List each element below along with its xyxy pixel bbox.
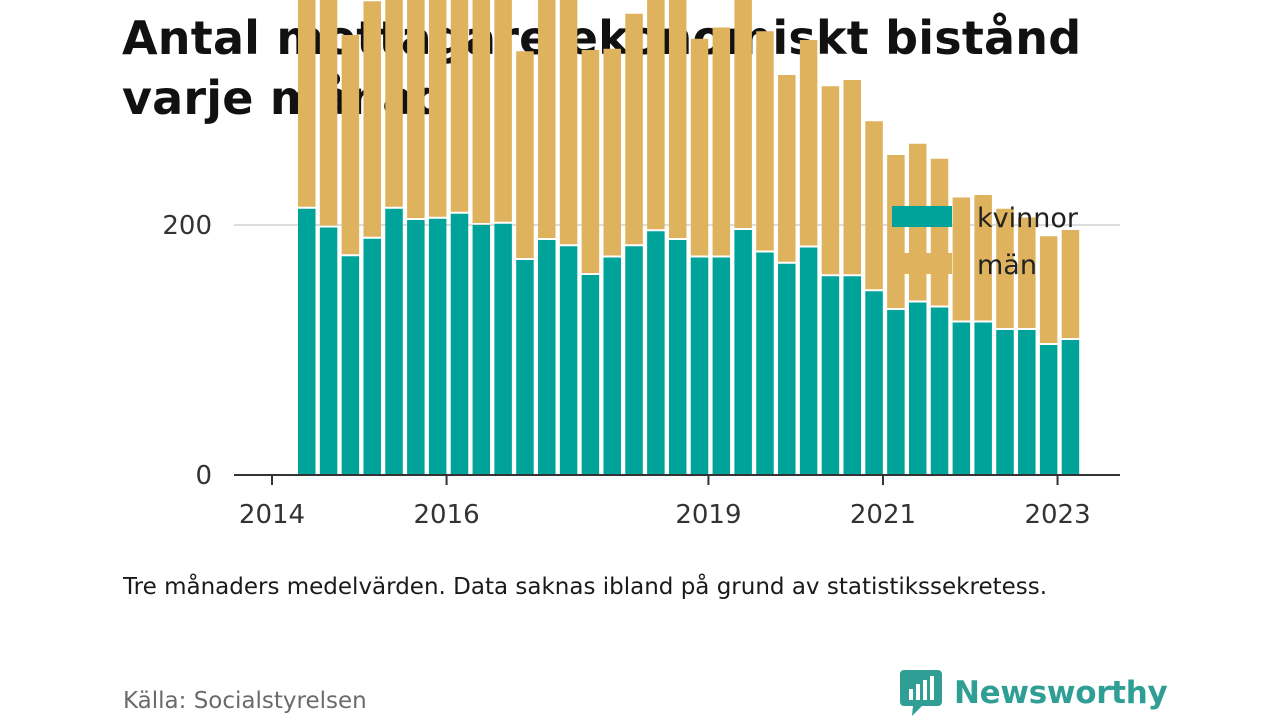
bar-kvinnor-2020-Q2: [821, 276, 840, 475]
bar-man-2022-Q1: [974, 195, 992, 321]
bar-kvinnor-2016-Q4: [516, 260, 534, 475]
bar-man-2017-Q3: [581, 50, 600, 273]
bar-kvinnor-2018-Q4: [690, 257, 709, 475]
bar-kvinnor-2018-Q2: [647, 231, 665, 475]
bar-man-2014-Q3: [319, 0, 338, 226]
bar-man-2019-Q4: [778, 75, 796, 262]
bar-man-2015-Q1: [363, 1, 381, 237]
bar-man-2018-Q4: [690, 38, 709, 256]
bar-man-2022-Q4: [1039, 236, 1058, 343]
bar-man-2020-Q3: [843, 80, 861, 275]
bar-man-2017-Q2: [559, 0, 578, 245]
bar-man-2019-Q2: [734, 0, 752, 228]
bar-kvinnor-2018-Q1: [625, 246, 643, 475]
legend-swatch-kvinnor: [892, 206, 952, 227]
y-tick-label: 0: [195, 461, 212, 491]
newsworthy-logo-icon: [900, 670, 942, 716]
legend-swatch-man: [892, 253, 952, 274]
x-axis-ticks: 2014 2016 2019 2021 2023: [239, 475, 1091, 530]
bar-man-2017-Q1: [538, 0, 556, 238]
bar-man-2017-Q4: [603, 48, 621, 256]
bar-kvinnor-2014-Q3: [319, 227, 338, 475]
bar-man-2019-Q3: [756, 31, 774, 251]
x-tick-label: 2023: [1024, 500, 1090, 530]
bar-kvinnor-2017-Q2: [559, 246, 578, 475]
bar-kvinnor-2019-Q1: [712, 257, 731, 475]
bar-man-2022-Q2: [996, 208, 1014, 328]
bar-kvinnor-2016-Q2: [472, 225, 491, 475]
bar-kvinnor-2014-Q4: [341, 256, 360, 475]
bar-man-2021-Q1: [887, 155, 905, 308]
bar-kvinnor-2019-Q3: [756, 252, 774, 475]
bar-kvinnor-2017-Q4: [603, 257, 621, 475]
bar-man-2020-Q2: [821, 86, 840, 275]
chart-note: Tre månaders medelvärden. Data saknas ib…: [123, 574, 1048, 600]
bar-kvinnor-2016-Q1: [450, 213, 469, 475]
bar-man-2023-Q1: [1061, 230, 1080, 338]
bar-kvinnor-2019-Q4: [778, 263, 796, 475]
bar-man-2018-Q1: [625, 13, 643, 245]
bar-man-2016-Q2: [472, 0, 491, 223]
bar-kvinnor-2014-Q2: [298, 208, 316, 475]
bar-kvinnor-2019-Q2: [734, 230, 752, 475]
legend-label-man: män: [977, 250, 1037, 281]
brand-logo: Newsworthy: [900, 668, 1168, 718]
x-tick-label: 2021: [850, 500, 916, 530]
bar-kvinnor-2020-Q4: [865, 291, 883, 475]
bar-man-2018-Q3: [668, 0, 687, 238]
bar-kvinnor-2022-Q3: [1018, 330, 1036, 475]
x-tick-label: 2014: [239, 500, 305, 530]
bar-kvinnor-2015-Q1: [363, 238, 381, 475]
brand-name: Newsworthy: [954, 675, 1168, 711]
bar-man-2015-Q4: [428, 0, 447, 217]
bar-kvinnor-2023-Q1: [1061, 340, 1080, 475]
bar-kvinnor-2020-Q1: [799, 247, 818, 475]
bar-kvinnor-2017-Q3: [581, 275, 600, 475]
bar-man-2020-Q4: [865, 121, 883, 290]
bar-kvinnor-2022-Q2: [996, 330, 1014, 475]
bar-man-2022-Q3: [1018, 217, 1036, 328]
bar-kvinnor-2022-Q1: [974, 322, 992, 475]
bar-kvinnor-2016-Q3: [494, 223, 512, 475]
bar-kvinnor-2021-Q4: [952, 322, 971, 475]
bar-kvinnor-2018-Q3: [668, 240, 687, 475]
bar-kvinnor-2017-Q1: [538, 240, 556, 475]
bar-kvinnor-2020-Q3: [843, 276, 861, 475]
bar-man-2018-Q2: [647, 0, 665, 230]
bar-man-2016-Q3: [494, 0, 512, 222]
legend-label-kvinnor: kvinnor: [977, 203, 1079, 234]
bar-man-2016-Q1: [450, 0, 469, 212]
legend: kvinnor män: [892, 203, 1079, 281]
bar-man-2015-Q3: [407, 0, 425, 218]
x-tick-label: 2019: [675, 500, 741, 530]
source-credit: Källa: Socialstyrelsen: [123, 688, 367, 714]
bar-kvinnor-2022-Q4: [1039, 345, 1058, 475]
bar-kvinnor-2021-Q3: [930, 307, 949, 475]
bar-kvinnor-2015-Q4: [428, 218, 447, 475]
bar-man-2019-Q1: [712, 27, 731, 256]
bars: [298, 0, 1080, 475]
bar-kvinnor-2015-Q3: [407, 220, 425, 475]
bar-man-2021-Q3: [930, 158, 949, 306]
bar-man-2020-Q1: [799, 40, 818, 246]
bar-kvinnor-2021-Q1: [887, 310, 905, 475]
bar-man-2015-Q2: [385, 0, 403, 207]
bar-kvinnor-2015-Q2: [385, 208, 403, 475]
bar-man-2016-Q4: [516, 51, 534, 258]
y-axis-ticks: 0200400: [162, 211, 212, 491]
bar-man-2014-Q2: [298, 0, 316, 207]
y-tick-label: 200: [162, 211, 212, 241]
bar-man-2014-Q4: [341, 35, 360, 255]
bar-man-2021-Q4: [952, 197, 971, 321]
bar-kvinnor-2021-Q2: [908, 302, 927, 475]
x-tick-label: 2016: [413, 500, 479, 530]
